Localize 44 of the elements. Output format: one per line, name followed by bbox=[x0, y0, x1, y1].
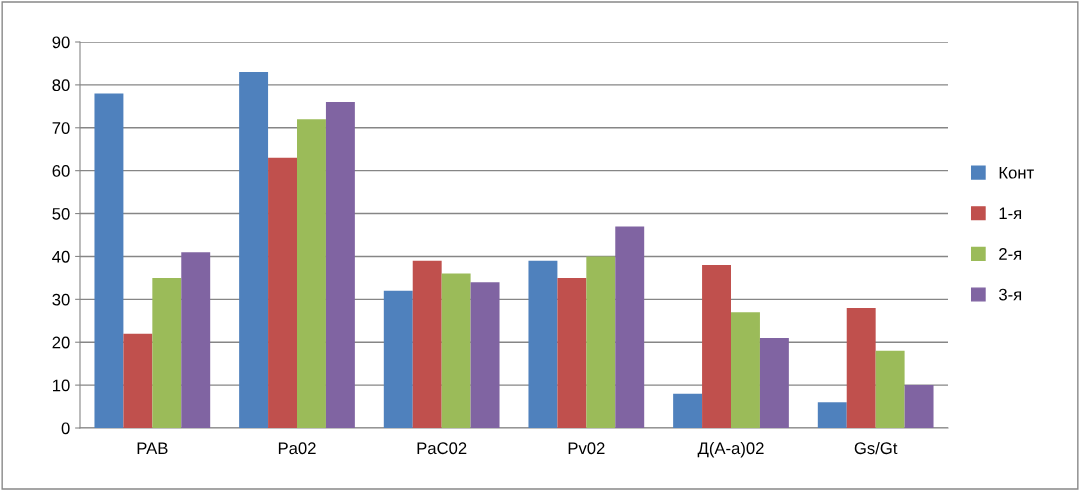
x-tick-label: Gs/Gt bbox=[854, 441, 898, 455]
bar bbox=[383, 290, 413, 428]
bar bbox=[268, 157, 297, 428]
bar bbox=[325, 102, 355, 428]
y-tick-label: 10 bbox=[53, 379, 70, 392]
bar bbox=[731, 312, 760, 428]
legend-label: 2-я bbox=[999, 248, 1022, 260]
bar bbox=[152, 277, 182, 428]
legend-label: 1-я bbox=[999, 207, 1022, 220]
bar bbox=[94, 93, 124, 428]
bar bbox=[412, 260, 442, 428]
legend-label: 3-я bbox=[998, 288, 1022, 301]
bar bbox=[846, 307, 876, 428]
y-tick-label: 90 bbox=[52, 36, 70, 49]
bar bbox=[297, 119, 326, 428]
bar bbox=[759, 337, 789, 428]
x-tick-label: PaC02 bbox=[417, 442, 467, 455]
x-tick-label: PAB bbox=[137, 442, 168, 454]
x-tick-label: Pa02 bbox=[278, 442, 316, 455]
y-tick-label: 60 bbox=[52, 165, 70, 177]
x-tick-label: Pv02 bbox=[568, 442, 605, 455]
bar bbox=[470, 282, 500, 428]
bar bbox=[904, 385, 934, 428]
y-tick-label: 0 bbox=[61, 422, 70, 435]
bar bbox=[528, 260, 558, 428]
x-tick-label: Д(A-a)02 bbox=[697, 441, 764, 458]
bar bbox=[673, 393, 703, 428]
bar bbox=[441, 273, 471, 428]
y-tick-label: 40 bbox=[52, 250, 70, 263]
y-tick-label: 70 bbox=[52, 122, 70, 134]
bar bbox=[557, 277, 587, 428]
y-tick-label: 50 bbox=[52, 207, 70, 220]
bar bbox=[123, 333, 153, 428]
y-tick-label: 20 bbox=[52, 336, 70, 349]
y-tick-label: 30 bbox=[52, 293, 70, 306]
bar bbox=[817, 402, 847, 428]
bar bbox=[615, 226, 645, 428]
bar bbox=[875, 350, 905, 428]
bar bbox=[239, 72, 269, 428]
legend-label: Конт bbox=[999, 166, 1034, 179]
bar bbox=[586, 256, 616, 428]
bar bbox=[702, 265, 731, 428]
bar bbox=[181, 252, 211, 428]
y-tick-label: 80 bbox=[52, 79, 70, 92]
